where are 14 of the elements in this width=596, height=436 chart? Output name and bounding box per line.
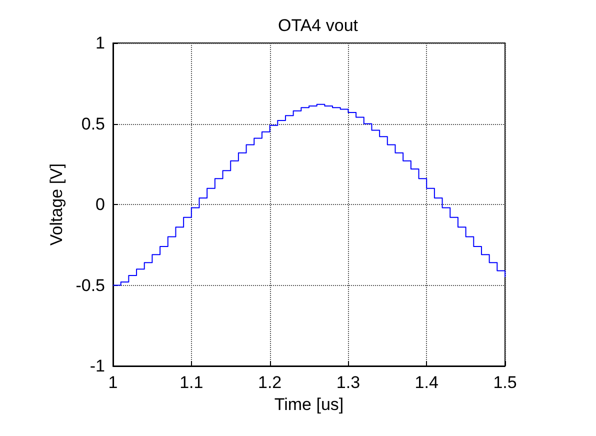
y-tick-label: 0.5	[81, 114, 105, 134]
x-tick-label: 1	[108, 373, 118, 392]
y-axis-title: Voltage [V]	[46, 163, 66, 246]
x-tick-label: 1.2	[258, 373, 282, 392]
y-tick-label: -0.5	[76, 276, 105, 295]
x-tick-label: 1.3	[336, 373, 360, 392]
x-tick-label: 1.4	[414, 373, 438, 392]
y-tick-label: 1	[96, 34, 105, 52]
chart-title: OTA4 vout	[278, 16, 358, 35]
y-tick-label: 0	[96, 195, 105, 214]
y-tick-label: -1	[90, 356, 105, 376]
x-axis-title: Time [us]	[274, 395, 344, 414]
x-tick-label: 1.1	[180, 373, 204, 392]
x-tick-label: 1.5	[493, 373, 517, 392]
